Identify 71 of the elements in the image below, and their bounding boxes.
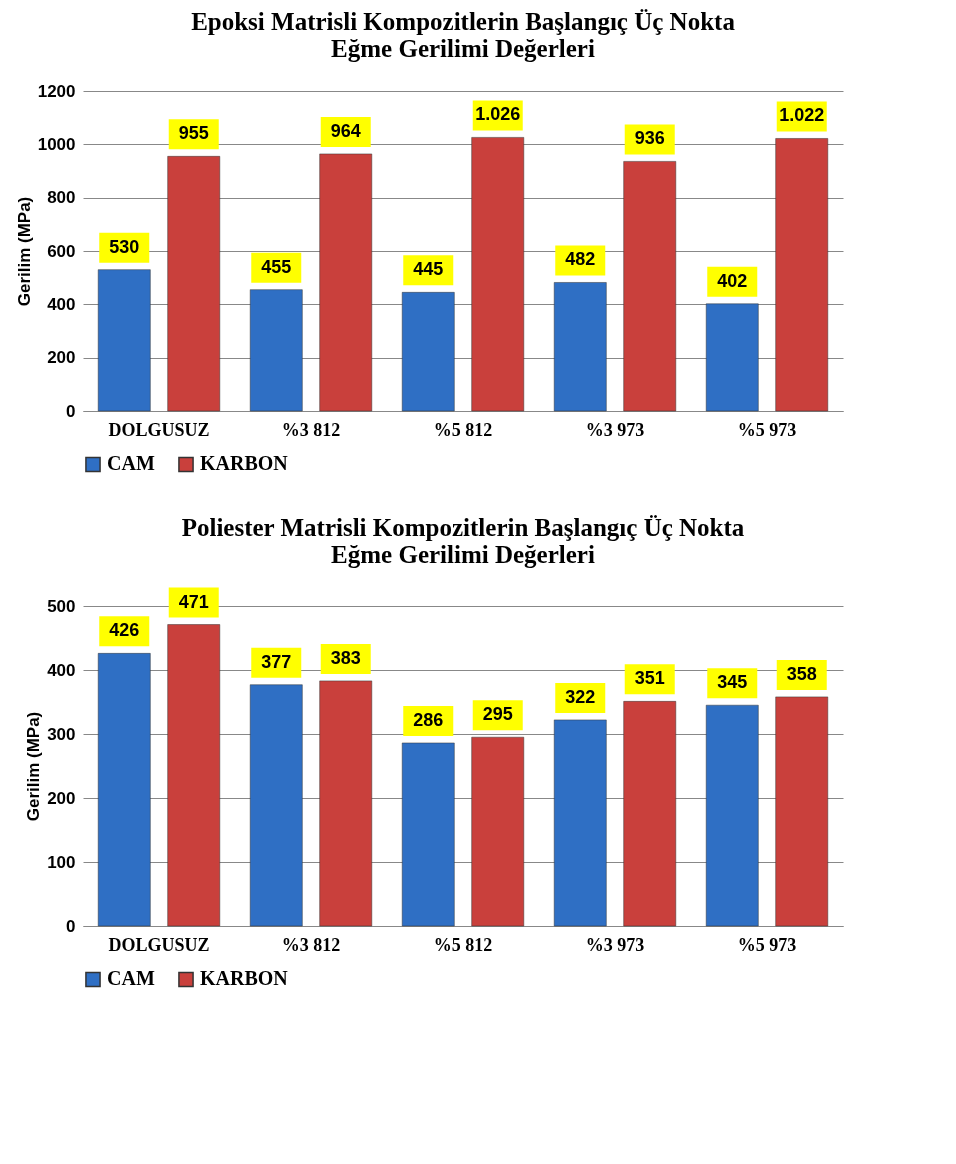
bar bbox=[97, 653, 151, 927]
data-label: 964 bbox=[330, 120, 361, 141]
bar bbox=[97, 269, 151, 412]
x-tick-label: %3 973 bbox=[585, 419, 645, 440]
x-tick-label: DOLGUSUZ bbox=[108, 419, 210, 440]
y-tick-label: 1200 bbox=[37, 81, 76, 101]
bar bbox=[705, 303, 759, 412]
bar bbox=[319, 153, 373, 412]
legend-label: CAM bbox=[107, 967, 155, 990]
x-tick-label: %3 973 bbox=[585, 934, 645, 955]
bar bbox=[167, 624, 221, 927]
bar bbox=[401, 292, 455, 412]
x-tick-label: %5 973 bbox=[737, 934, 797, 955]
data-label: 426 bbox=[109, 620, 140, 641]
data-label: 936 bbox=[634, 128, 665, 149]
data-label: 455 bbox=[261, 256, 292, 277]
bar bbox=[249, 684, 303, 927]
y-tick-label: 600 bbox=[47, 241, 76, 261]
legend-label: KARBON bbox=[200, 967, 289, 990]
x-tick-label: %3 812 bbox=[281, 419, 341, 440]
y-tick-label: 400 bbox=[47, 294, 76, 314]
data-label: 295 bbox=[482, 704, 513, 725]
data-label: 445 bbox=[413, 259, 444, 280]
bar bbox=[705, 704, 759, 927]
legend-label: KARBON bbox=[200, 452, 289, 475]
bar bbox=[775, 138, 829, 412]
data-label: 1.026 bbox=[475, 104, 521, 125]
data-label: 286 bbox=[413, 709, 444, 730]
data-label: 345 bbox=[717, 672, 748, 693]
x-tick-label: DOLGUSUZ bbox=[108, 934, 210, 955]
y-tick-label: 0 bbox=[66, 916, 76, 936]
x-tick-label: %5 812 bbox=[433, 934, 493, 955]
bar bbox=[553, 719, 607, 927]
data-label: 322 bbox=[565, 686, 596, 707]
data-label: 1.022 bbox=[779, 105, 825, 126]
bar bbox=[167, 156, 221, 412]
data-label: 530 bbox=[109, 236, 140, 257]
bar bbox=[471, 137, 525, 412]
y-tick-label: 100 bbox=[47, 852, 76, 872]
bar bbox=[623, 701, 677, 927]
y-tick-label: 800 bbox=[47, 188, 76, 208]
bar bbox=[553, 282, 607, 412]
data-label: 955 bbox=[178, 123, 209, 144]
bar bbox=[775, 696, 829, 927]
x-tick-label: %5 973 bbox=[737, 419, 797, 440]
chart-title: Epoksi Matrisli Kompozitlerin Başlangıç Üç Nokta Eğme Gerilimi Değerleri bbox=[191, 8, 736, 62]
y-tick-label: 500 bbox=[47, 596, 76, 616]
y-tick-label: 0 bbox=[66, 401, 76, 421]
bar bbox=[471, 736, 525, 927]
data-label: 383 bbox=[330, 647, 361, 668]
bar bbox=[319, 680, 373, 927]
x-tick-label: %3 812 bbox=[281, 934, 341, 955]
data-label: 471 bbox=[178, 591, 209, 612]
y-tick-label: 400 bbox=[47, 660, 76, 680]
bar bbox=[249, 289, 303, 412]
y-axis-title: Gerilim (MPa) bbox=[24, 711, 44, 822]
data-label: 358 bbox=[786, 663, 817, 684]
y-axis-title: Gerilim (MPa) bbox=[14, 196, 34, 307]
y-tick-label: 1000 bbox=[37, 134, 76, 154]
chart-title: Poliester Matrisli Kompozitlerin Başlangıç Üç Nokta Eğme Gerilimi Değerleri bbox=[181, 513, 745, 568]
bar bbox=[623, 161, 677, 412]
data-label: 351 bbox=[634, 668, 665, 689]
data-label: 402 bbox=[717, 270, 748, 291]
x-tick-label: %5 812 bbox=[433, 419, 493, 440]
bar bbox=[401, 742, 455, 927]
y-tick-label: 200 bbox=[47, 348, 76, 368]
legend-label: CAM bbox=[107, 452, 155, 475]
y-tick-label: 300 bbox=[47, 724, 76, 744]
data-label: 482 bbox=[565, 249, 596, 270]
y-tick-label: 200 bbox=[47, 788, 76, 808]
data-label: 377 bbox=[261, 651, 292, 672]
